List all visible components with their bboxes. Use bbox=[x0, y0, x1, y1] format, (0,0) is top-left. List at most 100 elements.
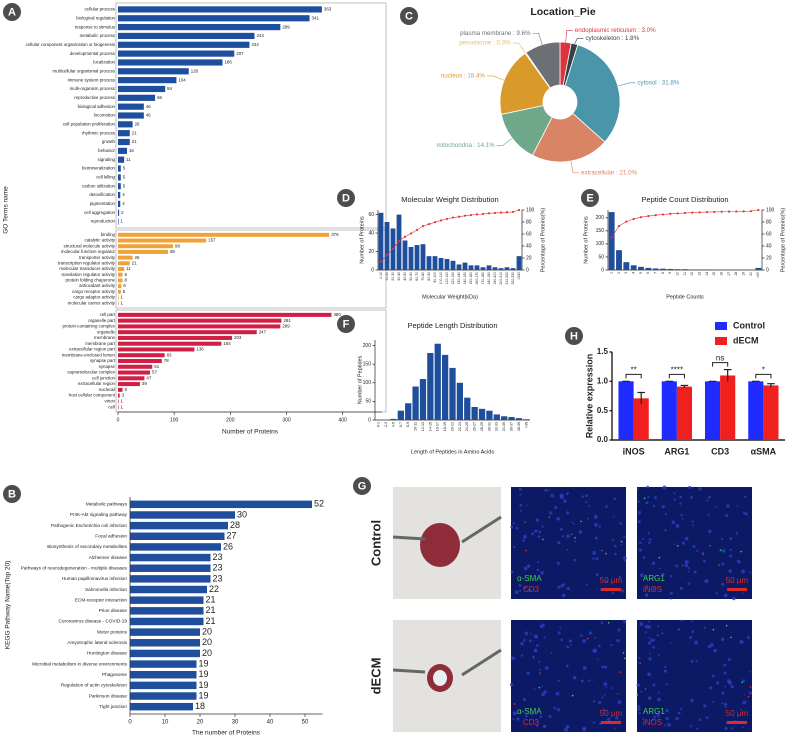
bar bbox=[118, 156, 125, 163]
value-label: 5 bbox=[123, 183, 126, 188]
category-label: detoxification bbox=[89, 192, 115, 197]
nucleus-dot bbox=[657, 625, 660, 628]
value-label: 22 bbox=[209, 584, 219, 594]
nucleus-dot bbox=[537, 720, 539, 723]
x-axis-title: Length of Peptides in Amino Acids bbox=[411, 449, 494, 455]
fluorescence-image bbox=[511, 620, 626, 732]
bar bbox=[130, 617, 204, 626]
category-label: translation regulator activity bbox=[62, 272, 116, 277]
line-point bbox=[409, 232, 413, 235]
line-point bbox=[654, 214, 657, 217]
nucleus-dot bbox=[679, 707, 683, 711]
nucleus-dot bbox=[636, 488, 639, 491]
nucleus-dot bbox=[665, 708, 669, 713]
value-label: 104 bbox=[178, 77, 186, 82]
nucleus-dot bbox=[671, 520, 676, 525]
nucleus-dot bbox=[644, 624, 649, 629]
bar bbox=[480, 267, 486, 270]
bar bbox=[378, 212, 384, 270]
bar bbox=[118, 387, 123, 392]
stain-dot bbox=[639, 662, 641, 664]
nucleus-dot bbox=[560, 638, 564, 642]
nucleus-dot bbox=[638, 541, 642, 544]
line-point bbox=[451, 216, 455, 219]
line-point bbox=[632, 217, 635, 221]
value-label: 21 bbox=[206, 616, 216, 626]
bar bbox=[616, 250, 622, 270]
nucleus-dot bbox=[568, 639, 573, 643]
pie-slice bbox=[531, 112, 606, 163]
category-label: protein folding chaperone bbox=[65, 278, 115, 283]
line-point bbox=[691, 211, 694, 214]
slice-label: cytosol : 31.8% bbox=[637, 79, 679, 86]
line-point bbox=[720, 210, 723, 213]
x-tick-label: 0-1 bbox=[377, 422, 381, 427]
nucleus-dot bbox=[520, 642, 524, 646]
nucleus-dot bbox=[657, 714, 660, 718]
x-tick-label: 300 bbox=[282, 417, 291, 423]
significance-label: ** bbox=[631, 365, 637, 374]
x-tick-label: >39 bbox=[524, 422, 528, 428]
x-tick-label: αSMA bbox=[751, 446, 777, 456]
line-point bbox=[683, 211, 687, 215]
nucleus-dot bbox=[581, 495, 585, 498]
x-tick-label: 10-20 bbox=[385, 272, 389, 281]
nucleus-dot bbox=[637, 500, 640, 503]
bar bbox=[462, 262, 468, 270]
y-tick-label: 150 bbox=[596, 228, 605, 234]
nucleus-dot bbox=[543, 636, 546, 639]
fluorescence-image bbox=[637, 487, 752, 599]
bar bbox=[755, 267, 762, 270]
nucleus-dot bbox=[596, 658, 599, 660]
value-label: 21 bbox=[206, 605, 216, 615]
value-label: 27 bbox=[227, 531, 237, 541]
y-tick-label: 0.0 bbox=[597, 435, 609, 444]
category-label: transporter activity bbox=[79, 255, 116, 260]
nucleus-dot bbox=[593, 514, 598, 519]
stain-dot bbox=[524, 521, 527, 523]
line-point bbox=[676, 212, 679, 215]
y-axis-title: Relative expression bbox=[584, 354, 594, 439]
bar bbox=[118, 94, 156, 101]
line-point bbox=[511, 210, 515, 214]
nucleus-dot bbox=[691, 620, 694, 623]
pie-slice bbox=[499, 52, 551, 115]
nucleus-dot bbox=[729, 548, 732, 552]
nucleus-dot bbox=[696, 727, 699, 731]
nucleus-dot bbox=[563, 499, 567, 503]
nucleus-dot bbox=[723, 593, 728, 598]
x-tick-label: 0-10 bbox=[379, 272, 383, 279]
line-point bbox=[610, 236, 613, 239]
nucleus-dot bbox=[550, 493, 555, 498]
panel-badge bbox=[565, 327, 583, 345]
bar bbox=[390, 418, 397, 420]
nucleus-dot bbox=[605, 580, 608, 583]
panel-badge bbox=[400, 7, 418, 25]
x-axis-title: Number of Proteins bbox=[222, 429, 279, 436]
nucleus-dot bbox=[570, 644, 572, 646]
nucleus-dot bbox=[744, 495, 747, 499]
nucleus-dot bbox=[653, 638, 656, 641]
nucleus-dot bbox=[616, 638, 620, 643]
stain-dot bbox=[747, 695, 750, 698]
nucleus-dot bbox=[542, 724, 547, 729]
nucleus-dot bbox=[645, 502, 648, 505]
category-label: biological regulation bbox=[76, 15, 115, 20]
bar bbox=[667, 268, 674, 270]
bar bbox=[515, 418, 523, 420]
x-tick-label: 100 bbox=[170, 417, 179, 423]
nucleus-dot bbox=[680, 513, 683, 517]
bar bbox=[396, 214, 402, 270]
nucleus-dot bbox=[527, 588, 531, 592]
nucleus-dot bbox=[594, 536, 598, 540]
nucleus-dot bbox=[744, 512, 748, 516]
y-tick-label: 100 bbox=[596, 241, 605, 247]
bar bbox=[118, 15, 310, 22]
bar bbox=[504, 267, 510, 270]
nucleus-dot bbox=[679, 502, 682, 505]
stain-dot bbox=[580, 520, 582, 523]
leader-line bbox=[496, 138, 513, 146]
category-label: extracellular region bbox=[78, 381, 116, 386]
nucleus-dot bbox=[712, 700, 714, 703]
nucleus-dot bbox=[704, 579, 709, 584]
